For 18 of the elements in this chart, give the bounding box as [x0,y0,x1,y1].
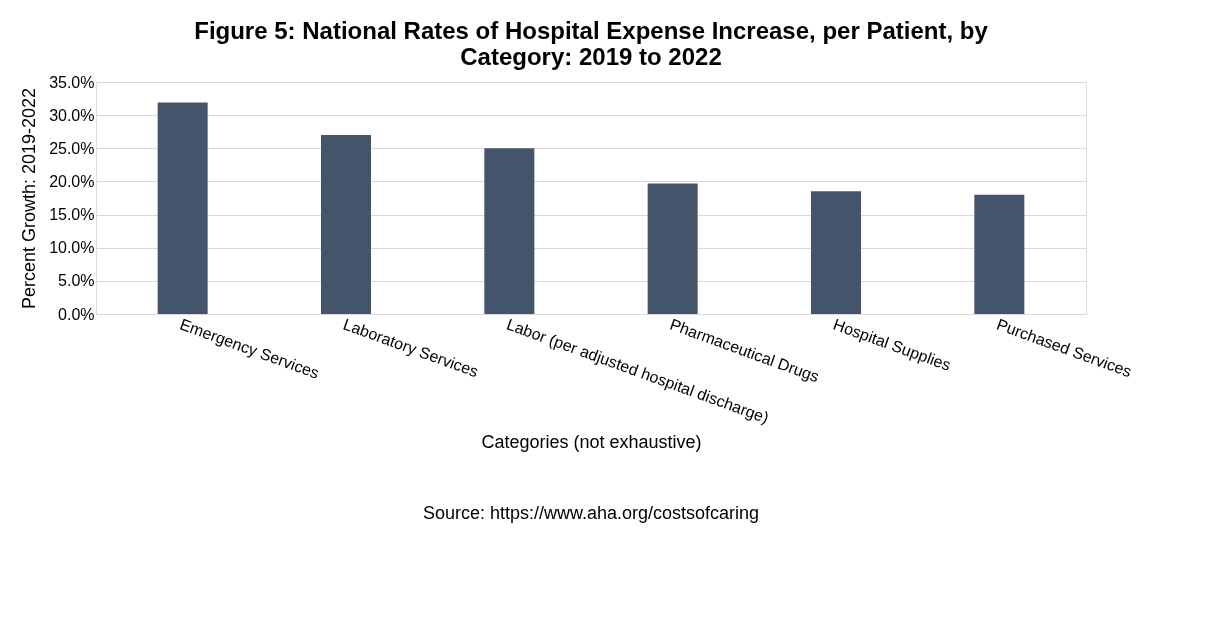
bar [647,183,698,314]
y-tick-label: 10.0% [49,239,95,257]
chart-title: Figure 5: National Rates of Hospital Expense Increase, per Patient, by Category: 2019 to 2022 [194,17,989,70]
bar [811,191,861,314]
y-tick-label: 0.0% [58,305,95,323]
y-tick-label: 35.0% [49,73,95,91]
y-tick-label: 5.0% [58,272,95,290]
y-tick-label: 25.0% [49,139,95,157]
y-tick-label: 15.0% [49,206,95,224]
y-tick-label: 30.0% [49,106,95,124]
y-axis-title: Percent Growth: 2019-2022 [19,87,40,310]
source-note: Source: https://www.aha.org/costsofcaring [422,503,760,523]
x-axis-title: Categories (not exhaustive) [481,432,702,453]
bar [974,194,1025,314]
bar [157,102,208,314]
bar [321,135,371,314]
y-tick-label: 20.0% [49,172,95,190]
bar [484,148,535,314]
